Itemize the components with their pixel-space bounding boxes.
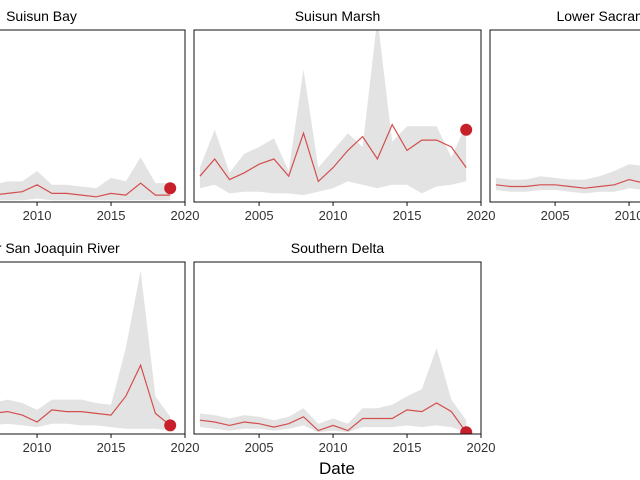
x-tick-label: 2010 [615, 208, 640, 223]
panel-1: 2010 2015 2020 Suisun Bay [0, 8, 199, 223]
x-tick-label: 2010 [319, 440, 348, 455]
mean-line [495, 178, 640, 189]
panel-title: Suisun Marsh [295, 8, 381, 24]
latest-point [164, 182, 177, 195]
mean-line [199, 123, 467, 183]
mean-line [0, 182, 171, 198]
panel-title: Lower San Joaquin River [0, 240, 120, 256]
panel-data [0, 157, 177, 201]
x-tick-label: 2005 [245, 440, 274, 455]
panel-data [495, 164, 640, 194]
panel-frame [0, 29, 186, 203]
panel-title: Southern Delta [291, 240, 385, 256]
confidence-band [495, 164, 640, 194]
panel-3: 2005201020152020Lower Sacramento River [489, 8, 640, 223]
panel-frame [0, 261, 186, 435]
x-tick-label: 2020 [467, 440, 496, 455]
x-tick-label: 2015 [97, 440, 126, 455]
panel-4: 2010 2015 2020 Lower San Joaquin River [0, 240, 199, 455]
x-tick-label: 2020 [171, 440, 200, 455]
x-tick-label: 2020 [467, 208, 496, 223]
x-tick-label: 2015 [393, 208, 422, 223]
panel-data [0, 270, 177, 432]
panel-2: 2005 2010 2015 2020 Suisun Marsh [193, 8, 496, 223]
panel-data [199, 348, 473, 434]
x-tick-label: 2015 [393, 440, 422, 455]
confidence-band [199, 30, 467, 196]
latest-point [460, 426, 473, 434]
mean-line [199, 402, 467, 433]
panel-5: 2005 2010 2015 2020 Southern Delta [193, 240, 496, 455]
x-tick-label: 2005 [541, 208, 570, 223]
confidence-band [199, 348, 467, 433]
panel-frame [193, 261, 482, 435]
confidence-band [0, 157, 171, 201]
x-tick-label: 2005 [245, 208, 274, 223]
latest-point [164, 419, 177, 432]
x-tick-label: 2010 [23, 208, 52, 223]
panel-frame [193, 29, 482, 203]
x-tick-label: 2015 [97, 208, 126, 223]
x-tick-label: 2010 [23, 440, 52, 455]
x-axis-label: Date [319, 459, 355, 478]
x-tick-label: 2010 [319, 208, 348, 223]
panel-frame [489, 29, 640, 203]
panel-title: Lower Sacramento River [556, 8, 640, 24]
panel-data [199, 30, 473, 196]
panel-title: Suisun Bay [6, 8, 77, 24]
x-tick-label: 2020 [171, 208, 200, 223]
mean-line [0, 363, 171, 426]
confidence-band [0, 270, 171, 431]
latest-point [460, 123, 473, 136]
